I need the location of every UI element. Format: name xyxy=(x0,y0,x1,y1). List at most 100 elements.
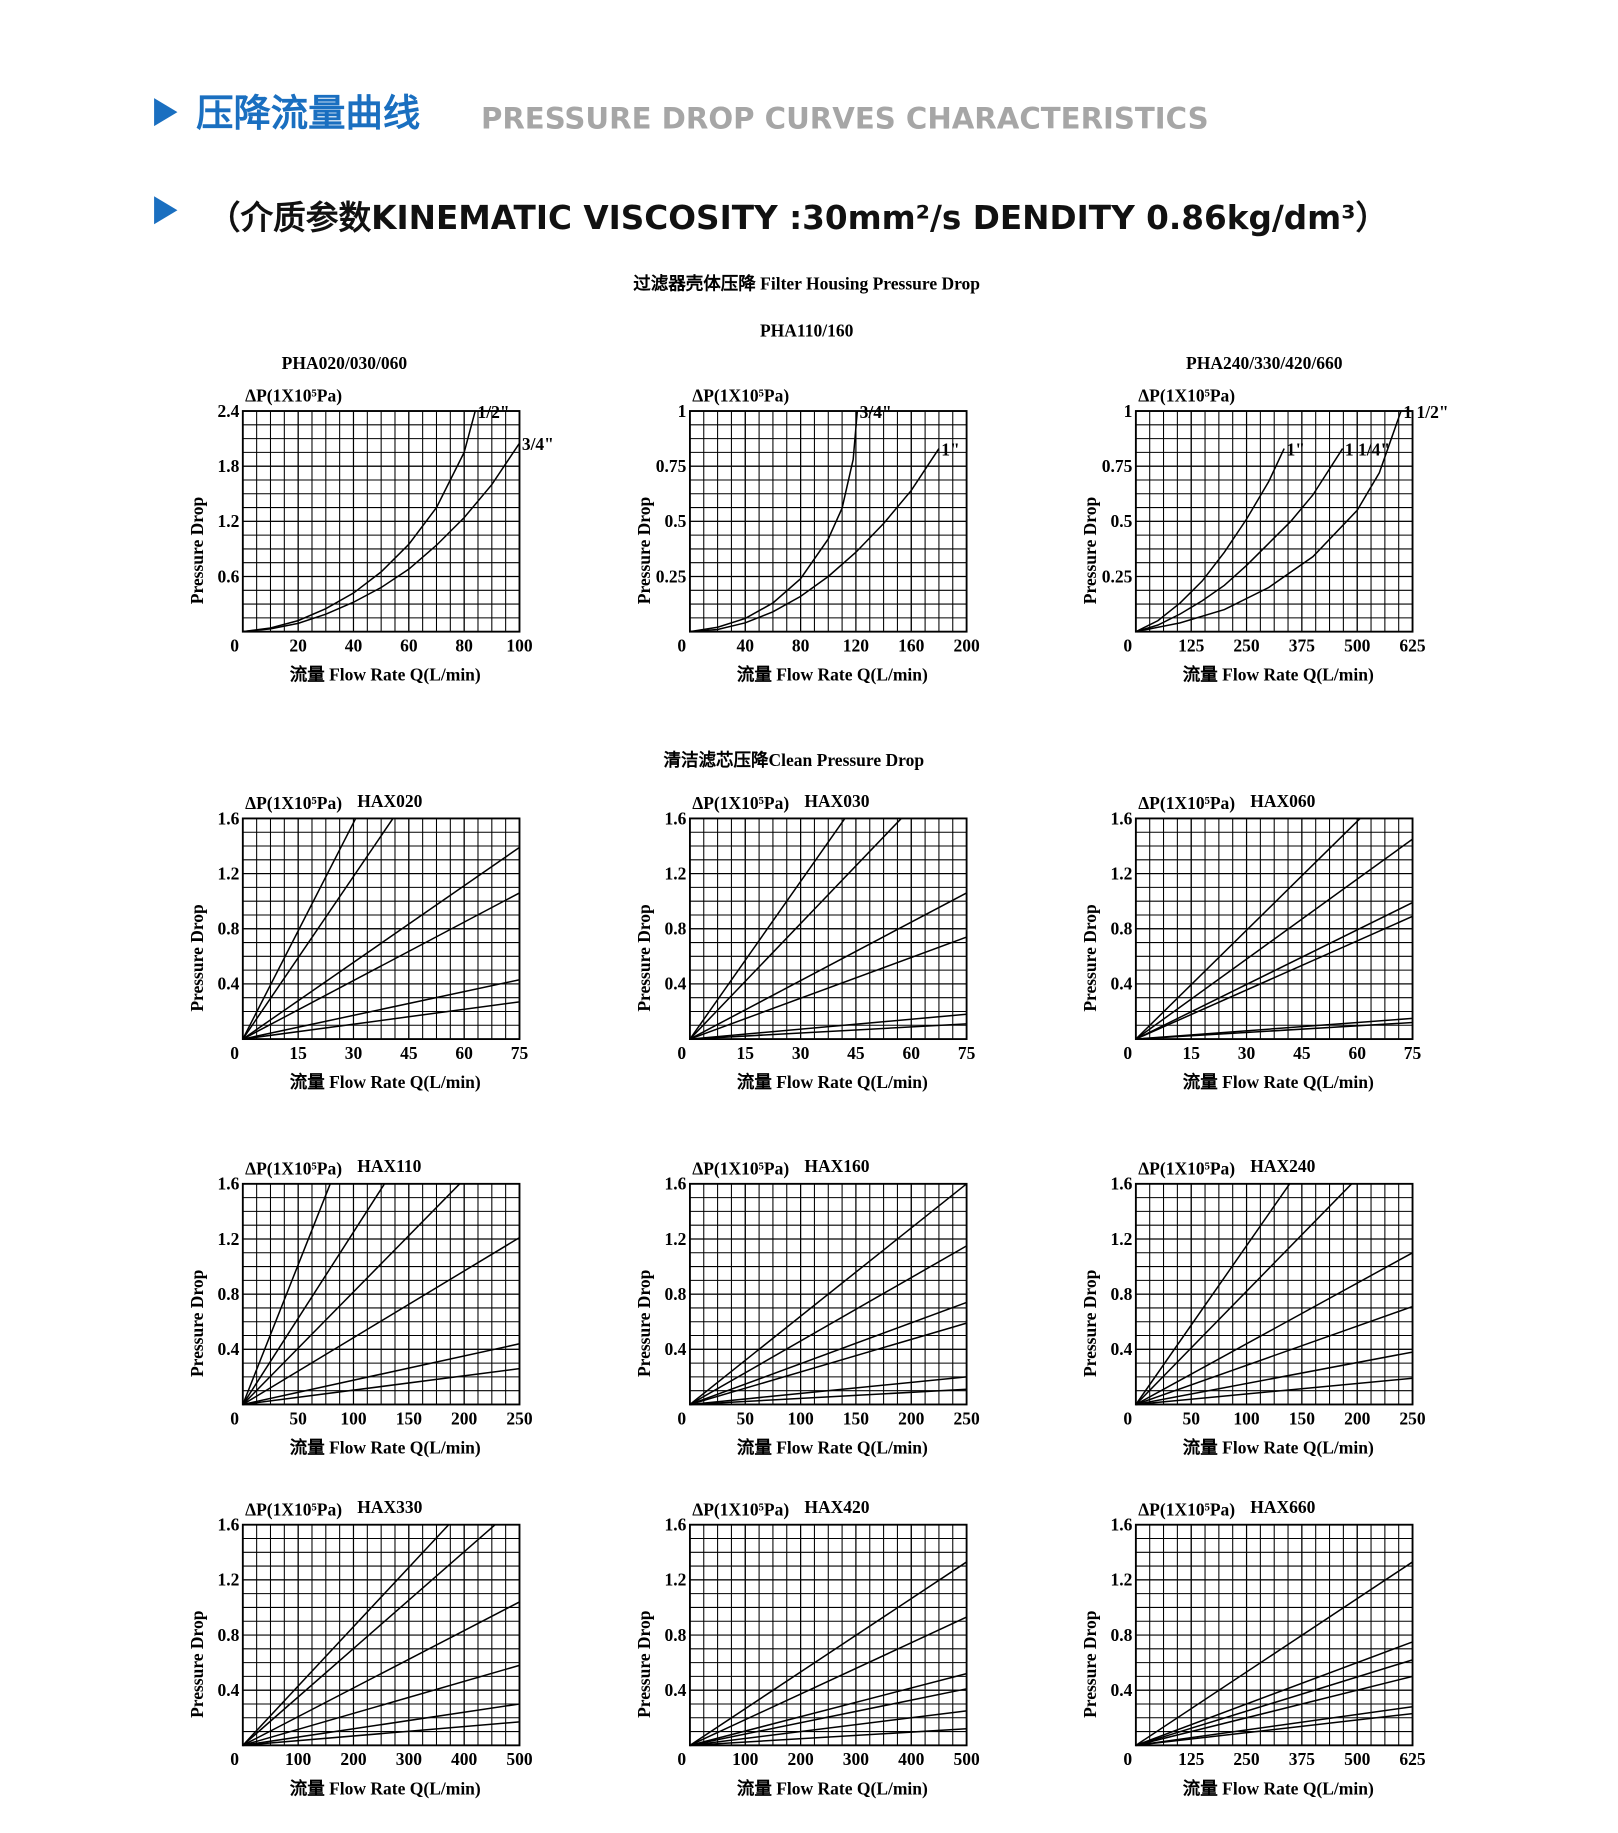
curve xyxy=(1135,1252,1413,1406)
x-tick-label: 200 xyxy=(340,1749,367,1769)
y-tick-label: 0.8 xyxy=(665,919,687,939)
curve xyxy=(689,1710,967,1747)
x-tick-label: 40 xyxy=(737,636,755,656)
curve xyxy=(689,1672,967,1747)
y-tick-label: 0.8 xyxy=(665,1284,687,1304)
y-tick-label: 0.25 xyxy=(656,566,687,586)
chart-title: HAX030 xyxy=(804,791,869,811)
x-axis-title: 流量 Flow Rate Q(L/min) xyxy=(737,1778,928,1798)
y-tick-label: 1.2 xyxy=(217,511,239,531)
x-tick-label: 60 xyxy=(903,1043,921,1063)
curve xyxy=(689,936,967,1040)
y-tick-label: 0.4 xyxy=(217,1339,239,1359)
x-tick-label: 200 xyxy=(953,636,980,656)
y-tick-label: 0.4 xyxy=(665,1339,687,1359)
x-tick-label: 75 xyxy=(958,1043,976,1063)
plot-frame xyxy=(1134,410,1414,633)
x-tick-label: 500 xyxy=(1344,1749,1371,1769)
x-tick-label: 15 xyxy=(737,1043,755,1063)
curve xyxy=(689,1023,967,1040)
plot-frame xyxy=(688,1523,968,1747)
curve xyxy=(1135,1305,1413,1406)
y-tick-label: 0.8 xyxy=(1110,1625,1132,1645)
y-unit-label: ΔP(1X10⁵Pa) xyxy=(245,386,342,406)
y-unit-label: ΔP(1X10⁵Pa) xyxy=(245,1499,342,1519)
x-axis-title: 流量 Flow Rate Q(L/min) xyxy=(1183,1778,1374,1798)
y-unit-label: ΔP(1X10⁵Pa) xyxy=(692,386,789,406)
chart-title: HAX330 xyxy=(357,1497,422,1517)
y-tick-label: 1.6 xyxy=(217,808,239,828)
y-tick-label: 0.5 xyxy=(665,511,687,531)
curve xyxy=(1135,1712,1413,1747)
x-tick-label: 400 xyxy=(898,1749,925,1769)
chart-title: HAX060 xyxy=(1250,791,1315,811)
y-axis-title: Pressure Drop xyxy=(187,1610,207,1718)
chart-title: HAX110 xyxy=(357,1156,421,1176)
curve xyxy=(1135,1183,1353,1405)
curve xyxy=(689,1322,967,1406)
curve xyxy=(689,892,967,1040)
curve xyxy=(1135,1351,1413,1406)
x-tick-label: 45 xyxy=(400,1043,418,1063)
curve xyxy=(242,818,394,1040)
x-tick-label: 250 xyxy=(1399,1408,1426,1428)
y-tick-label: 1.2 xyxy=(217,1570,239,1590)
x-tick-label: 50 xyxy=(289,1408,307,1428)
x-tick-label: 80 xyxy=(455,636,473,656)
x-tick-label: 400 xyxy=(451,1749,478,1769)
plot-frame xyxy=(688,1182,968,1406)
x-tick-label: 100 xyxy=(506,636,533,656)
title-cn: 压降流量曲线 xyxy=(196,91,420,135)
y-tick-label: 1.2 xyxy=(1110,1570,1132,1590)
y-tick-label: 0.75 xyxy=(656,456,687,476)
y-tick-label: 1 xyxy=(1124,401,1133,421)
plot-frame xyxy=(1134,1182,1414,1406)
x-tick-label: 375 xyxy=(1289,1749,1316,1769)
y-tick-label: 0.8 xyxy=(1110,919,1132,939)
x-tick-label: 0 xyxy=(1123,1408,1132,1428)
y-tick-label: 1.2 xyxy=(665,1229,687,1249)
x-tick-label: 150 xyxy=(843,1408,870,1428)
curve xyxy=(689,1183,968,1406)
plot-frame xyxy=(241,817,521,1041)
curve xyxy=(689,818,846,1040)
y-axis-title: Pressure Drop xyxy=(1080,1610,1100,1718)
x-axis-title: 流量 Flow Rate Q(L/min) xyxy=(737,665,928,685)
curve-label: 1/2" xyxy=(478,402,510,422)
curve xyxy=(1135,901,1413,1040)
x-axis-title: 流量 Flow Rate Q(L/min) xyxy=(290,665,481,685)
x-axis-title: 流量 Flow Rate Q(L/min) xyxy=(737,1437,928,1457)
curve xyxy=(689,1245,967,1406)
plot-frame xyxy=(241,410,521,633)
x-tick-label: 15 xyxy=(1182,1043,1200,1063)
y-unit-label: ΔP(1X10⁵Pa) xyxy=(692,1158,789,1178)
x-tick-label: 0 xyxy=(677,1408,686,1428)
x-tick-label: 0 xyxy=(1123,1749,1132,1769)
y-tick-label: 0.4 xyxy=(1110,1339,1132,1359)
x-axis-title: 流量 Flow Rate Q(L/min) xyxy=(737,1072,928,1092)
x-tick-label: 40 xyxy=(345,636,363,656)
curve xyxy=(1135,1021,1413,1040)
curve-label: 3/4" xyxy=(860,402,892,422)
chart-title: PHA020/030/060 xyxy=(282,353,408,373)
x-tick-label: 50 xyxy=(1182,1408,1200,1428)
x-tick-label: 500 xyxy=(506,1749,533,1769)
subtitle: （介质参数KINEMATIC VISCOSITY :30mm²/s DENDIT… xyxy=(208,199,1388,237)
y-tick-label: 1.2 xyxy=(1110,1229,1132,1249)
curve xyxy=(242,1367,520,1406)
x-tick-label: 300 xyxy=(843,1749,870,1769)
curve xyxy=(1135,1561,1413,1746)
x-tick-label: 0 xyxy=(230,1408,239,1428)
y-tick-label: 0.4 xyxy=(217,974,239,994)
plot-frame xyxy=(1134,1523,1414,1747)
x-tick-label: 500 xyxy=(953,1749,980,1769)
y-axis-title: Pressure Drop xyxy=(634,1610,654,1718)
y-unit-label: ΔP(1X10⁵Pa) xyxy=(245,1158,342,1178)
section-title: 清洁滤芯压降Clean Pressure Drop xyxy=(664,750,925,770)
x-axis-title: 流量 Flow Rate Q(L/min) xyxy=(290,1778,481,1798)
plot-frame xyxy=(241,1523,521,1747)
curve xyxy=(689,817,902,1040)
chart-title: PHA240/330/420/660 xyxy=(1186,353,1343,373)
x-tick-label: 60 xyxy=(1348,1043,1366,1063)
